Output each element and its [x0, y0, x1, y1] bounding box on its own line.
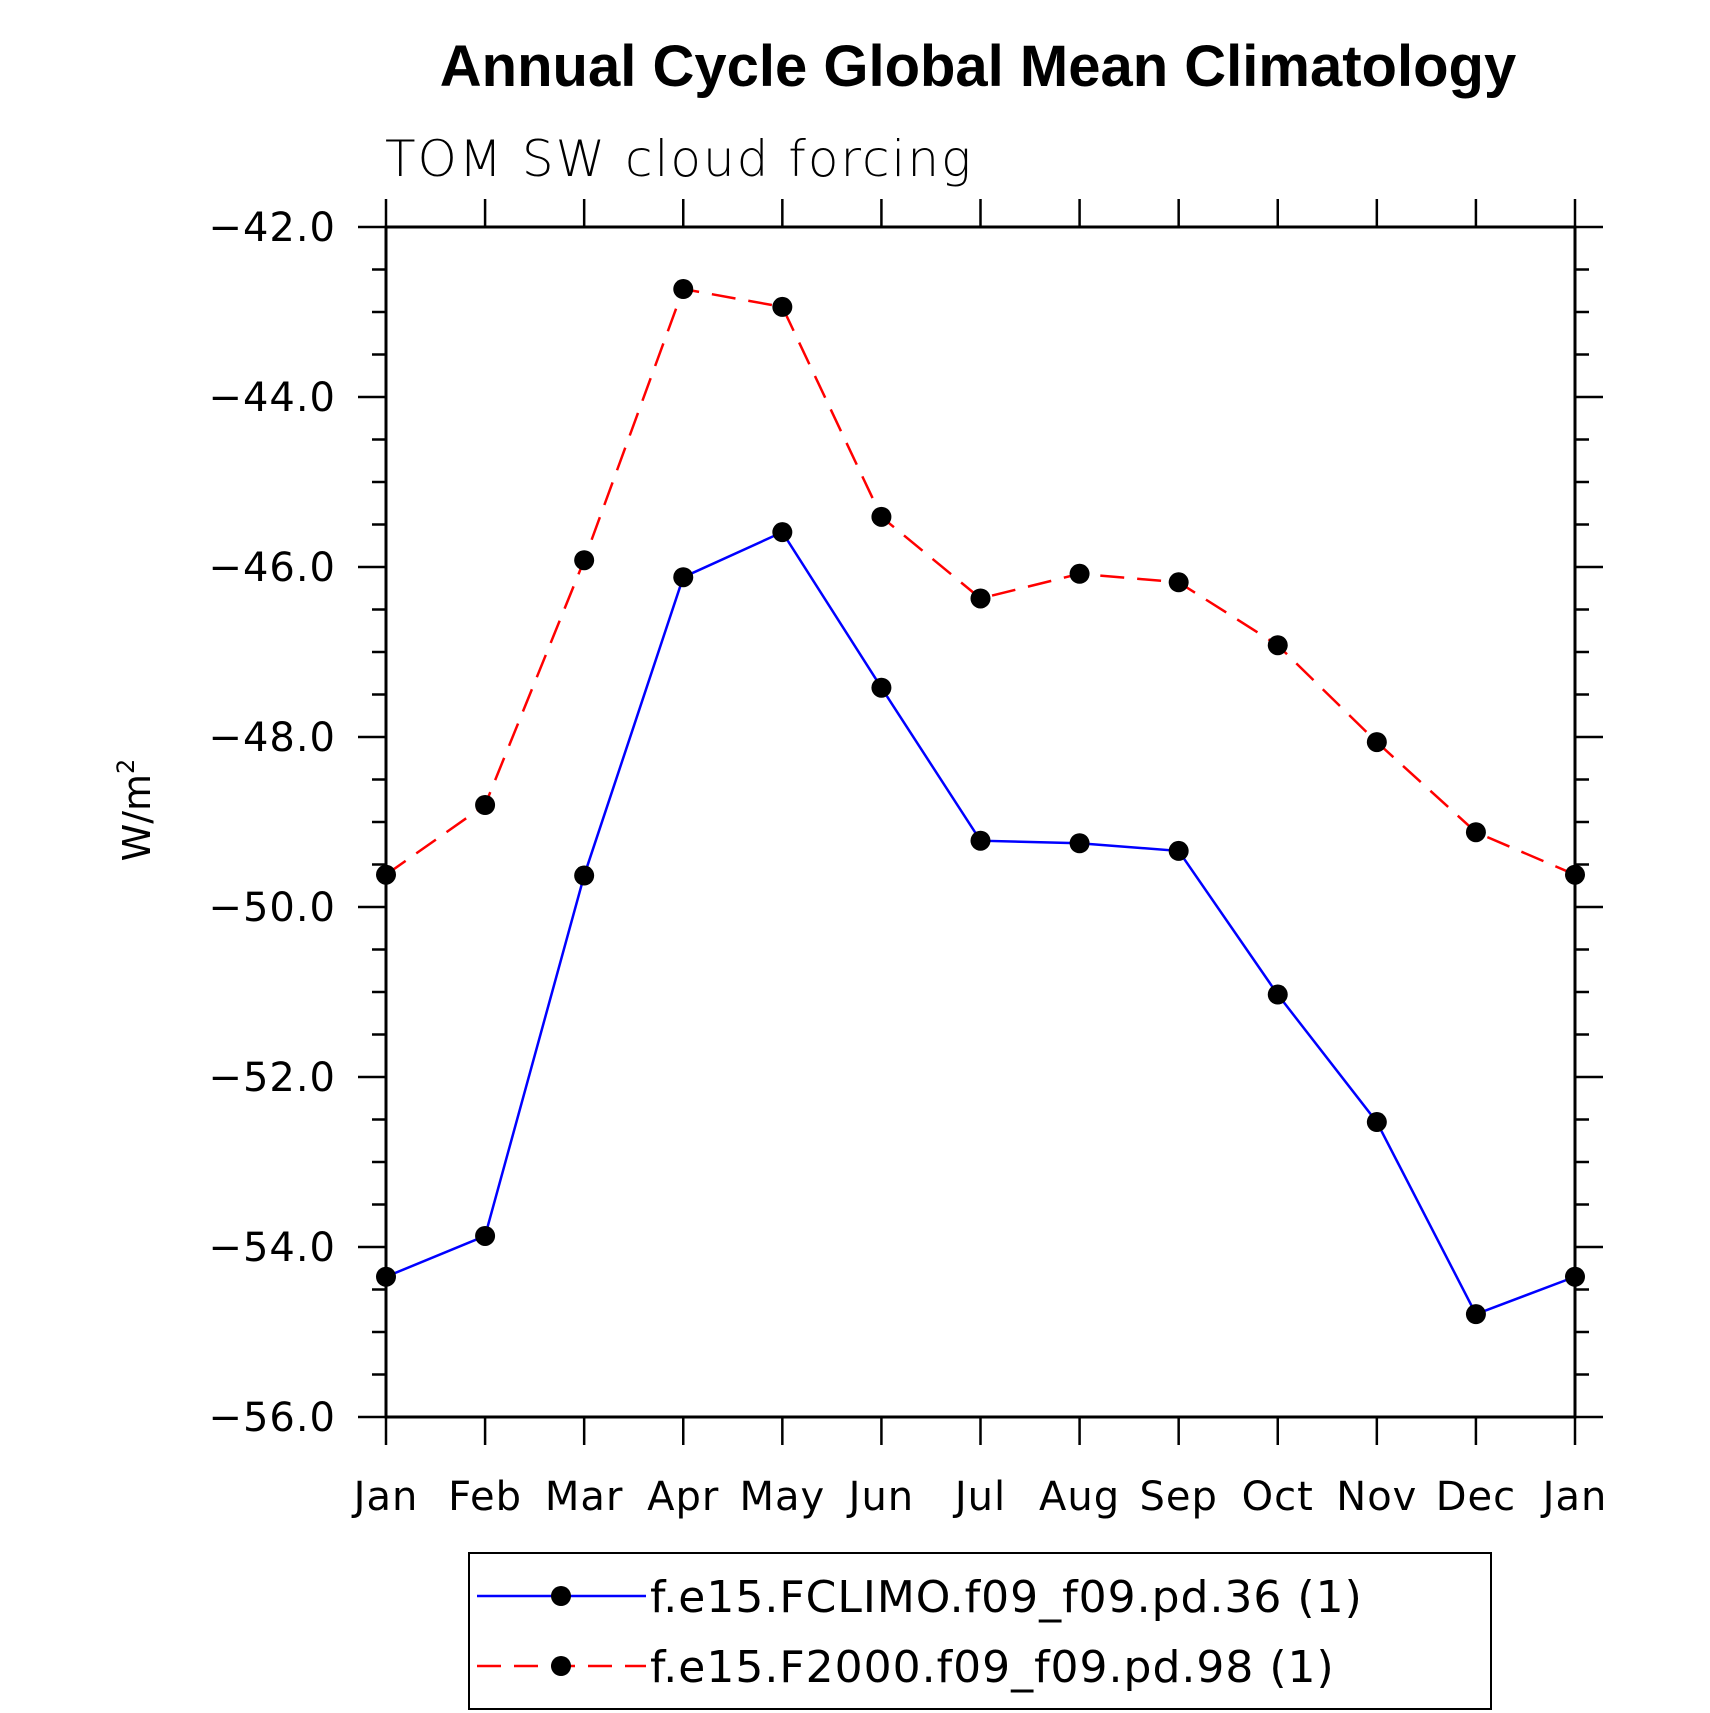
x-tick-label: Apr [647, 1474, 719, 1520]
y-tick-label: −44.0 [208, 375, 336, 421]
series-1-point [871, 677, 892, 698]
y-tick-label: −52.0 [208, 1055, 336, 1101]
x-tick-label: Mar [545, 1474, 623, 1520]
legend-box [468, 1552, 1492, 1710]
series-2-point [475, 795, 496, 815]
series-2-point [970, 588, 991, 609]
y-tick-labels: −42.0 −44.0 −46.0 −48.0 −50.0 −52.0 −54.0 −56.0 [208, 205, 336, 1441]
legend-marker-series-2 [551, 1656, 571, 1676]
series-1-point [1267, 984, 1288, 1005]
plot-area-frame [384, 225, 1577, 1419]
series-2-point [871, 506, 892, 527]
legend-label-series-2: f.e15.F2000.f09_f09.pd.98 (1) [650, 1642, 1335, 1693]
x-tick-label: Nov [1336, 1474, 1417, 1520]
x-tick-label: Dec [1436, 1474, 1516, 1520]
y-tick-label: −42.0 [208, 205, 336, 251]
series-2-point [1366, 732, 1387, 753]
x-tick-label: Aug [1039, 1474, 1120, 1520]
series-2-point [673, 279, 694, 300]
series-1-point [1565, 1266, 1585, 1287]
series-2-point [1267, 635, 1288, 656]
series-1-line [385, 530, 1576, 1316]
series-1-point [970, 830, 991, 851]
series-2-point [574, 550, 595, 571]
series-1-point [1168, 840, 1189, 861]
y-tick-label: −48.0 [208, 715, 336, 761]
series-1-point [1069, 833, 1090, 854]
series-1-point [1366, 1112, 1387, 1133]
series-1-point [673, 567, 694, 588]
series-2-point [1565, 864, 1585, 885]
x-tick-label: Jan [1540, 1474, 1608, 1520]
x-tick-label: Jul [952, 1474, 1006, 1520]
legend-label-series-1: f.e15.FCLIMO.f09_f09.pd.36 (1) [650, 1572, 1363, 1623]
chart-subtitle: TOM SW cloud forcing [385, 130, 973, 188]
series-2-line [385, 287, 1576, 876]
y-tick-label: −56.0 [208, 1395, 336, 1441]
x-tick-label: Jan [351, 1474, 419, 1520]
legend-marker-series-1 [551, 1586, 571, 1606]
x-tick-label: May [739, 1474, 825, 1520]
data-series [376, 279, 1585, 1325]
x-tick-label: Feb [448, 1474, 522, 1520]
y-tick-label: −46.0 [208, 545, 336, 591]
y-tick-label: −54.0 [208, 1225, 336, 1271]
chart-title: Annual Cycle Global Mean Climatology [440, 34, 1516, 99]
x-tick-label: Oct [1242, 1474, 1314, 1520]
series-2-point [1069, 563, 1090, 584]
series-1-point [1465, 1304, 1486, 1325]
legend: f.e15.FCLIMO.f09_f09.pd.36 (1) f.e15.F20… [468, 1552, 1492, 1710]
x-tick-labels: Jan Feb Mar Apr May Jun Jul Aug Sep Oct Nov Dec Jan [351, 1474, 1608, 1520]
x-tick-label: Sep [1139, 1474, 1217, 1520]
series-2-point [1168, 572, 1189, 593]
series-1-point [376, 1266, 396, 1287]
axis-ticks [358, 199, 1603, 1445]
series-1-point [475, 1225, 496, 1246]
series-1-point [574, 865, 595, 886]
series-2-point [1465, 822, 1486, 843]
series-2-point [376, 864, 396, 885]
series-1-point [772, 522, 793, 543]
y-tick-label: −50.0 [208, 885, 336, 931]
x-tick-label: Jun [846, 1474, 915, 1520]
y-axis-label: W/m2 [112, 759, 159, 862]
series-2-point [772, 296, 793, 317]
